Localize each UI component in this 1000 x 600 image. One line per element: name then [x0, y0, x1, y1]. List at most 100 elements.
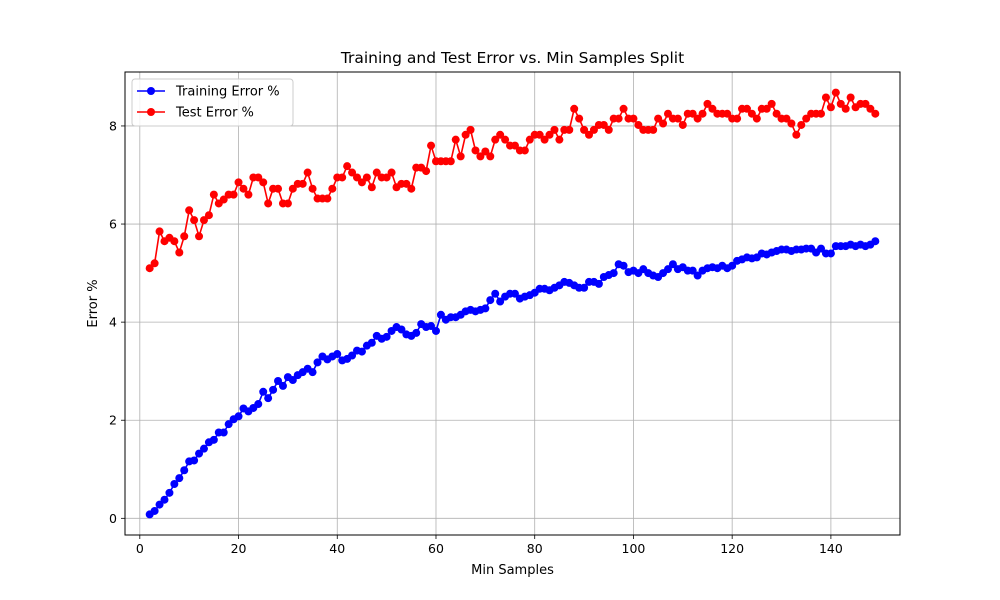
data-point — [397, 325, 406, 334]
data-point — [555, 135, 564, 144]
data-point — [550, 125, 559, 134]
data-point — [599, 120, 608, 129]
data-point — [264, 394, 273, 403]
data-point — [229, 190, 238, 199]
data-point — [244, 190, 253, 199]
data-point — [259, 387, 268, 396]
data-point — [219, 428, 228, 437]
data-point — [871, 109, 880, 118]
data-point — [274, 184, 283, 193]
data-point — [308, 368, 317, 377]
data-point — [742, 104, 751, 113]
data-point — [431, 326, 440, 335]
data-point — [343, 162, 352, 171]
y-tick-label: 2 — [109, 413, 117, 428]
data-point — [772, 109, 781, 118]
data-point — [407, 184, 416, 193]
data-point — [155, 500, 164, 509]
data-point — [456, 152, 465, 161]
data-point — [461, 130, 470, 139]
data-point — [402, 179, 411, 188]
data-point — [357, 178, 366, 187]
data-point — [234, 412, 243, 421]
legend-swatch-marker — [147, 87, 155, 95]
data-point — [723, 109, 732, 118]
data-point — [367, 338, 376, 347]
data-point — [609, 269, 618, 278]
data-point — [802, 114, 811, 123]
data-point — [298, 179, 307, 188]
data-point — [348, 168, 357, 177]
data-point — [535, 130, 544, 139]
data-point — [565, 125, 574, 134]
data-point — [594, 279, 603, 288]
data-point — [821, 93, 830, 102]
data-point — [204, 211, 213, 220]
data-point — [659, 119, 668, 128]
data-point — [427, 322, 436, 331]
data-point — [767, 99, 776, 108]
series-layer — [145, 88, 880, 519]
ticks: 0 20 40 60 80 100 120 140 0 2 4 6 8 — [109, 118, 843, 556]
data-point — [619, 104, 628, 113]
data-point — [353, 173, 362, 182]
data-point — [728, 261, 737, 270]
y-tick-label: 6 — [109, 217, 117, 232]
data-point — [841, 104, 850, 113]
data-point — [698, 109, 707, 118]
data-point — [866, 104, 875, 113]
x-tick-label: 120 — [720, 541, 744, 556]
data-point — [165, 488, 174, 497]
data-point — [338, 173, 347, 182]
data-point — [861, 99, 870, 108]
data-point — [792, 130, 801, 139]
data-point — [663, 109, 672, 118]
data-point — [678, 120, 687, 129]
data-point — [496, 297, 505, 306]
legend-box — [131, 78, 294, 127]
data-point — [333, 350, 342, 359]
series-test-error — [145, 88, 880, 273]
legend-entry: Test Error % — [175, 106, 254, 121]
data-point — [817, 244, 826, 253]
data-point — [688, 109, 697, 118]
legend-swatch-marker — [147, 108, 155, 116]
data-point — [328, 184, 337, 193]
data-point — [604, 125, 613, 134]
grid — [125, 72, 900, 535]
x-tick-label: 140 — [819, 541, 843, 556]
data-point — [382, 173, 391, 182]
data-point — [629, 114, 638, 123]
data-point — [545, 130, 554, 139]
data-point — [264, 199, 273, 208]
data-point — [254, 400, 263, 409]
x-tick-label: 0 — [136, 541, 144, 556]
data-point — [170, 479, 179, 488]
data-point — [752, 114, 761, 123]
x-tick-label: 60 — [428, 541, 444, 556]
data-point — [219, 195, 228, 204]
data-point — [797, 120, 806, 129]
data-point — [150, 506, 159, 515]
data-point — [471, 146, 480, 155]
data-point — [199, 216, 208, 225]
data-point — [254, 173, 263, 182]
data-point — [313, 358, 322, 367]
data-point — [481, 147, 490, 156]
data-point — [303, 168, 312, 177]
data-point — [747, 109, 756, 118]
data-point — [234, 178, 243, 187]
data-point — [288, 376, 297, 385]
data-point — [491, 135, 500, 144]
data-point — [762, 104, 771, 113]
data-point — [826, 249, 835, 258]
data-point — [155, 227, 164, 236]
data-point — [693, 271, 702, 280]
data-point — [145, 264, 154, 273]
data-point — [382, 332, 391, 341]
data-point — [209, 190, 218, 199]
data-point — [209, 435, 218, 444]
data-point — [668, 260, 677, 269]
data-point — [486, 296, 495, 305]
